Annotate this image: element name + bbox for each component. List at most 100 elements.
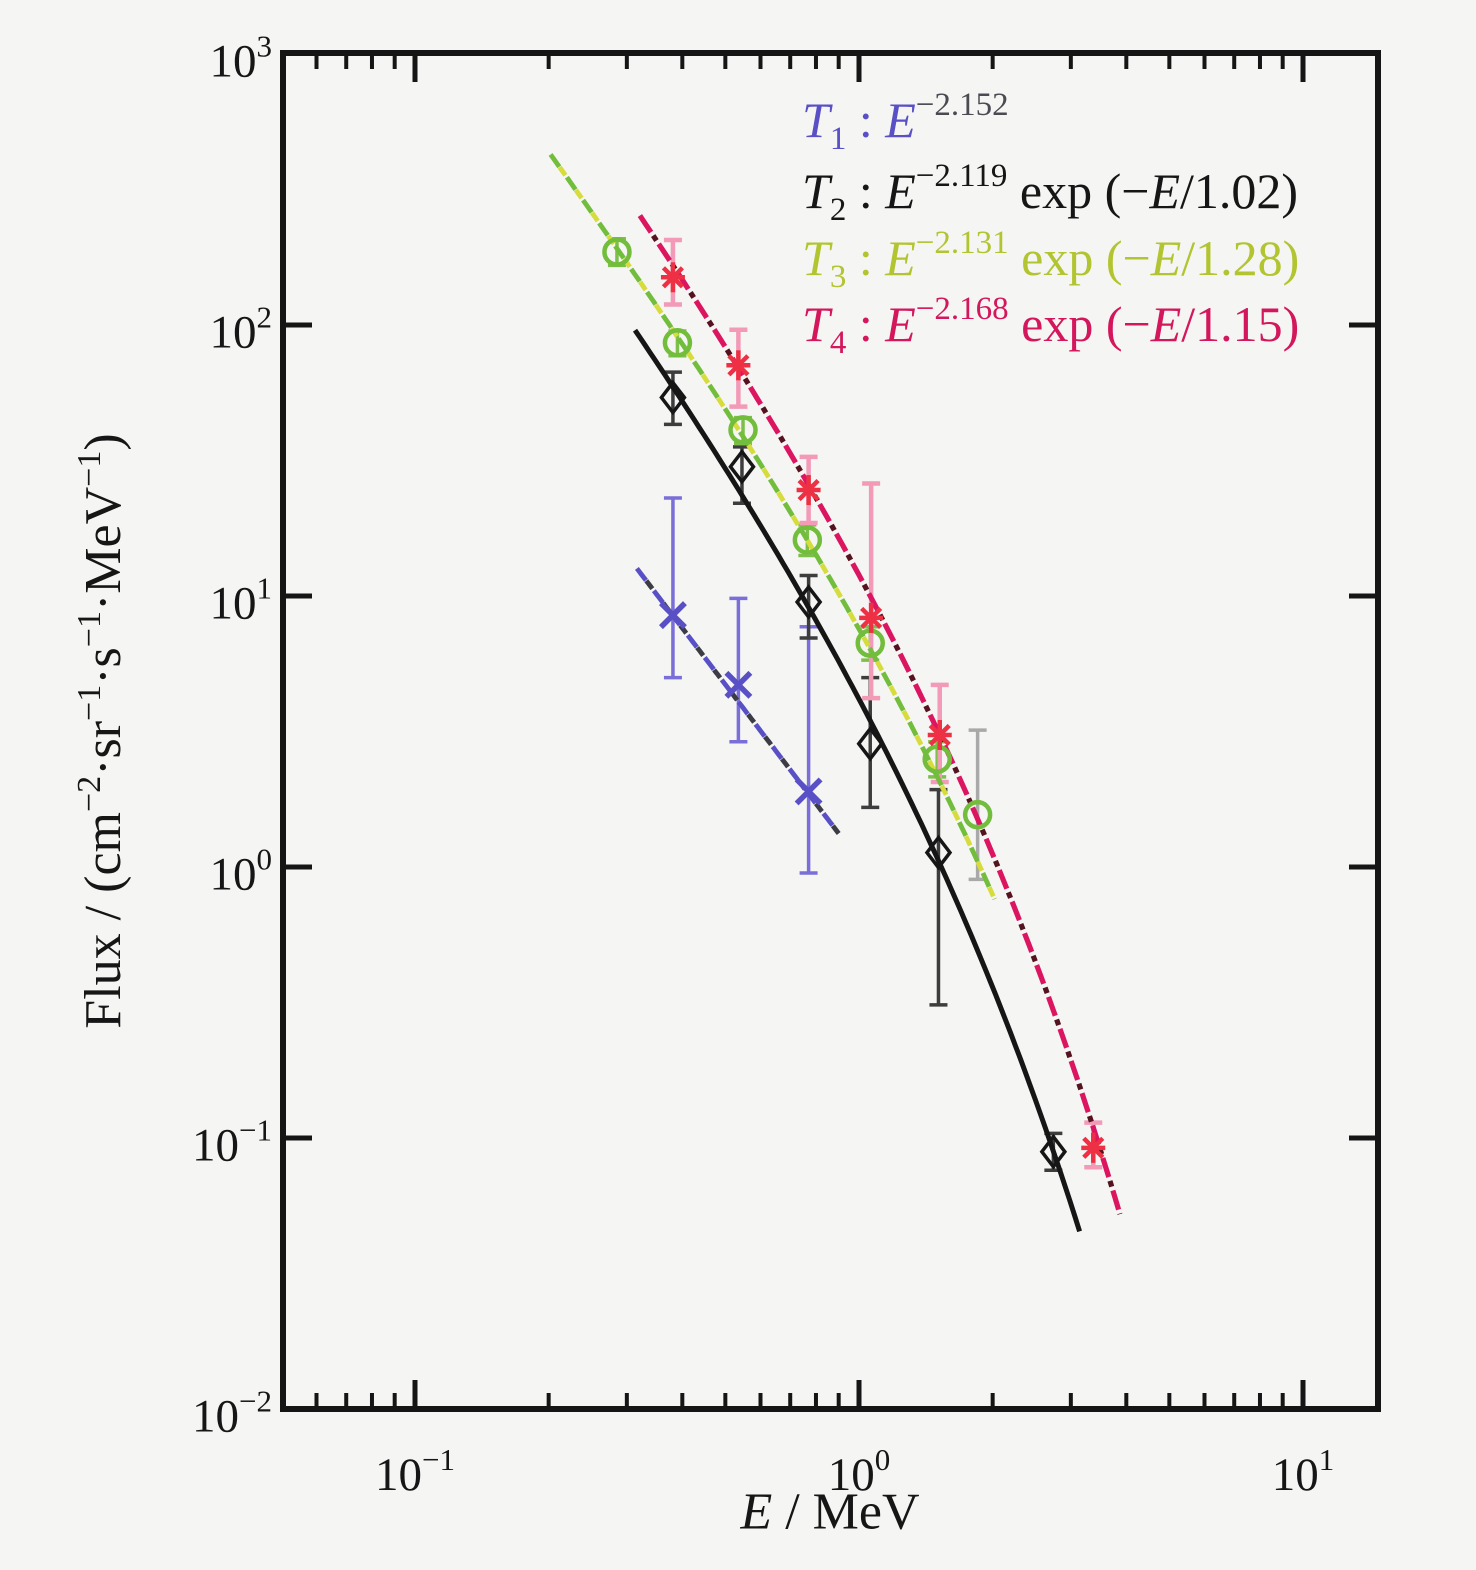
t3-marker xyxy=(922,744,952,774)
t2-marker xyxy=(856,725,884,762)
tick-exponent: −1 xyxy=(422,1442,455,1477)
tick-base: 10 xyxy=(375,1449,423,1501)
text-segment: E xyxy=(1150,230,1182,286)
text-segment: exp (− xyxy=(1008,230,1151,286)
text-segment: T xyxy=(802,230,830,286)
text-segment: 3 xyxy=(829,259,847,295)
text-segment: 4 xyxy=(829,325,847,361)
text-segment: /1.28) xyxy=(1181,230,1300,286)
plot-frame xyxy=(280,50,1381,1412)
y-tick-label: 100 xyxy=(210,836,273,899)
text-segment: 2 xyxy=(829,192,847,228)
text-segment: exp (− xyxy=(1007,163,1150,219)
text-segment: Flux / (cm xyxy=(75,812,132,1029)
tick-base: 10 xyxy=(209,577,257,630)
y-tick-label: 10−2 xyxy=(192,1378,272,1441)
tick-exponent: 2 xyxy=(256,299,273,335)
t3-marker xyxy=(602,237,632,267)
text-segment: exp (− xyxy=(1008,296,1151,352)
legend-entry-t3: T3 : E−2.131 exp (−E/1.28) xyxy=(802,214,1299,306)
text-segment: 1 xyxy=(829,121,847,157)
t3-marker xyxy=(662,328,693,358)
t4-marker xyxy=(661,266,685,289)
t1-marker xyxy=(658,601,687,630)
t3-marker xyxy=(962,799,993,830)
text-segment: /1.02) xyxy=(1180,163,1299,219)
t1-marker xyxy=(794,777,823,806)
t3-fit-line xyxy=(548,153,997,901)
x-tick-label: 100 xyxy=(828,1436,891,1499)
t1-marker xyxy=(724,670,753,699)
tick-exponent: 3 xyxy=(256,28,273,64)
t3-marker xyxy=(792,525,823,555)
text-segment: E xyxy=(740,1483,773,1541)
text-segment: : xyxy=(846,296,886,352)
y-tick-label: 102 xyxy=(210,294,273,357)
t4-marker xyxy=(797,478,820,502)
y-tick-label: 10−1 xyxy=(192,1107,272,1170)
tick-base: 10 xyxy=(192,1119,240,1172)
y-tick-label: 101 xyxy=(210,565,273,628)
tick-exponent: 1 xyxy=(1318,1442,1335,1477)
x-tick-label: 10−1 xyxy=(375,1436,455,1499)
t4-marker xyxy=(860,606,883,630)
text-segment: : xyxy=(846,92,886,148)
x-tick-label: 101 xyxy=(1272,1436,1335,1499)
text-segment: T xyxy=(802,92,830,148)
text-segment: ·MeV xyxy=(75,486,132,612)
text-segment: −1 xyxy=(71,450,108,487)
tick-exponent: 1 xyxy=(256,570,273,606)
tick-exponent: −2 xyxy=(239,1383,272,1419)
tick-exponent: 0 xyxy=(256,841,273,877)
text-segment: /1.15) xyxy=(1181,296,1300,352)
t2-marker xyxy=(659,379,687,416)
legend-entry-t2: T2 : E−2.119 exp (−E/1.02) xyxy=(802,147,1298,239)
text-segment: T xyxy=(802,296,830,352)
t2-fit-line xyxy=(632,328,1082,1233)
tick-base: 10 xyxy=(209,35,257,88)
tick-exponent: 0 xyxy=(874,1442,891,1477)
t2-marker xyxy=(1039,1133,1068,1170)
t4-marker xyxy=(727,354,750,377)
text-segment: ) xyxy=(75,433,132,451)
text-segment: E xyxy=(1149,163,1180,219)
x-axis-title: E / MeV xyxy=(740,1483,919,1542)
tick-base: 10 xyxy=(209,848,257,901)
tick-base: 10 xyxy=(1271,1449,1319,1501)
t3-marker xyxy=(728,415,758,445)
t2-marker xyxy=(924,834,953,871)
t2-marker xyxy=(794,584,823,620)
tick-base: 10 xyxy=(192,1390,240,1443)
text-segment: −1 xyxy=(71,611,108,648)
tick-base: 10 xyxy=(827,1449,875,1501)
text-segment: −2.119 xyxy=(915,158,1008,194)
text-segment: E xyxy=(885,163,916,219)
text-segment: E xyxy=(1150,296,1182,352)
text-segment: ·sr xyxy=(75,720,132,776)
t2-marker xyxy=(728,448,756,485)
text-segment: −2.131 xyxy=(915,225,1009,261)
legend-entry-t1: T1 : E−2.152 xyxy=(802,76,1009,168)
text-segment: : xyxy=(846,230,886,286)
t4-marker xyxy=(928,723,951,747)
text-segment: : xyxy=(846,163,886,219)
text-segment: E xyxy=(885,230,916,286)
text-segment: −2.168 xyxy=(915,291,1009,327)
y-axis-title: Flux / (cm−2·sr−1·s−1·MeV−1) xyxy=(71,433,133,1028)
t4-marker xyxy=(1082,1136,1105,1159)
legend-entry-t4: T4 : E−2.168 exp (−E/1.15) xyxy=(802,280,1299,372)
text-segment: ·s xyxy=(75,647,132,685)
text-segment: −2.152 xyxy=(915,87,1009,123)
y-tick-label: 103 xyxy=(210,23,273,86)
t4-fit-line xyxy=(637,214,1123,1215)
text-segment: E xyxy=(885,296,916,352)
tick-exponent: −1 xyxy=(239,1112,272,1148)
text-segment: T xyxy=(802,163,830,219)
tick-base: 10 xyxy=(209,306,257,359)
text-segment: −1 xyxy=(71,684,108,721)
text-segment: −2 xyxy=(71,775,108,813)
text-segment: E xyxy=(885,92,916,148)
text-segment: / MeV xyxy=(772,1483,920,1541)
